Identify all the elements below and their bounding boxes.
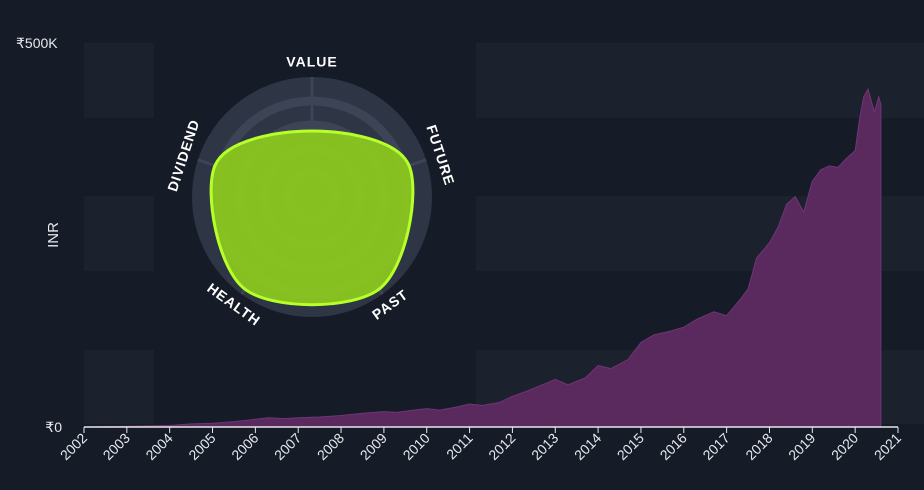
x-tick-label-2019: 2019	[785, 430, 818, 463]
x-tick-label-2017: 2017	[699, 430, 732, 463]
grid-band-left-1	[84, 196, 154, 271]
x-tick-label-2015: 2015	[614, 430, 647, 463]
x-tick-label-2020: 2020	[828, 430, 861, 463]
x-tick-label-2010: 2010	[400, 430, 433, 463]
grid-band-left-0	[84, 43, 154, 118]
x-tick-label-2011: 2011	[443, 430, 476, 463]
grid-band-right-0	[476, 43, 924, 118]
x-tick-label-2004: 2004	[142, 430, 175, 463]
x-tick-label-2006: 2006	[228, 430, 261, 463]
y-axis-label: INR	[45, 222, 62, 248]
grid-band-left-2	[84, 350, 154, 424]
x-tick-label-2013: 2013	[528, 430, 561, 463]
x-tick-label-2014: 2014	[571, 430, 604, 463]
y-tick-label-min: ₹0	[45, 419, 62, 435]
x-tick-label-2003: 2003	[100, 430, 133, 463]
x-tick-label-2009: 2009	[357, 430, 390, 463]
price-area-series-0	[83, 87, 882, 428]
x-tick-label-2016: 2016	[657, 430, 690, 463]
x-tick-label-2012: 2012	[485, 430, 518, 463]
snowflake-label-value: VALUE	[286, 54, 337, 70]
x-tick-label-2018: 2018	[742, 430, 775, 463]
snowflake-score-shape	[209, 129, 415, 307]
x-tick-label-2021: 2021	[871, 430, 904, 463]
y-tick-label-max: ₹500K	[16, 35, 58, 51]
x-tick-label-2008: 2008	[314, 430, 347, 463]
x-tick-label-2005: 2005	[185, 430, 218, 463]
x-tick-label-2007: 2007	[271, 430, 304, 463]
